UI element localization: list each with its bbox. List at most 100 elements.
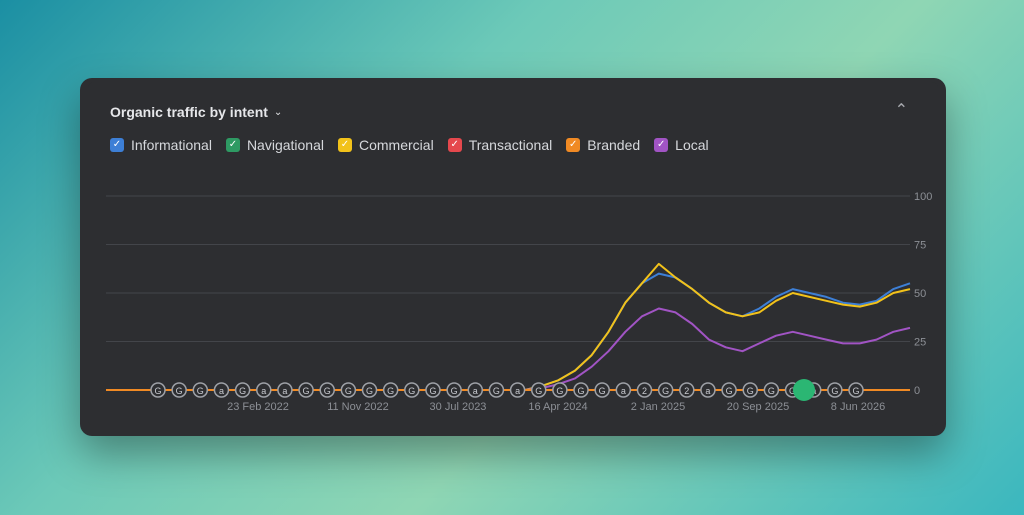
annotation-label: a [621, 386, 626, 396]
selected-annotation-marker[interactable] [793, 379, 815, 401]
legend-item-branded[interactable]: ✓ Branded [566, 137, 640, 153]
y-tick-label: 50 [914, 288, 926, 300]
x-tick-label: 11 Nov 2022 [327, 401, 389, 413]
legend-label: Commercial [359, 137, 434, 153]
annotation-label: G [451, 386, 458, 396]
chart-title[interactable]: Organic traffic by intent [110, 104, 268, 120]
annotation-label: G [408, 386, 415, 396]
annotation-marker[interactable]: G [848, 382, 864, 398]
series-line-commercial [106, 262, 911, 391]
checkbox-checked-icon[interactable]: ✓ [447, 138, 462, 152]
annotation-label: G [303, 386, 310, 396]
annotation-label: a [261, 386, 266, 396]
annotation-label: G [387, 386, 394, 396]
annotation-marker[interactable]: G [552, 382, 568, 398]
annotation-label: G [768, 386, 775, 396]
annotation-marker[interactable]: G [340, 382, 357, 398]
annotation-marker[interactable]: G [234, 382, 251, 398]
annotation-label: G [429, 386, 436, 396]
checkbox-checked-icon[interactable]: ✓ [225, 138, 240, 152]
annotation-marker[interactable]: G [298, 382, 314, 398]
legend-item-informational[interactable]: ✓ Informational [110, 137, 212, 153]
series-line-local [106, 307, 911, 391]
annotation-label: a [705, 386, 710, 396]
annotation-marker[interactable]: a [277, 382, 293, 398]
annotation-label: G [852, 386, 859, 396]
checkbox-checked-icon[interactable]: ✓ [110, 138, 124, 152]
legend: ✓ Informational ✓ Navigational ✓ Commerc… [110, 137, 709, 153]
legend-label: Navigational [246, 137, 324, 153]
annotation-marker[interactable]: G [530, 382, 547, 398]
annotation-label: G [747, 386, 754, 396]
annotation-marker[interactable]: a [509, 382, 526, 398]
annotation-label: a [219, 386, 224, 396]
y-tick-label: 75 [914, 240, 926, 252]
annotation-marker[interactable]: G [361, 382, 378, 398]
annotation-label: G [662, 386, 669, 396]
legend-label: Local [675, 137, 709, 153]
annotation-marker[interactable]: G [594, 382, 610, 398]
chart-card: Organic traffic by intent ⌄ ⌃ ✓ Informat… [80, 78, 946, 436]
x-tick-label: 8 Jun 2026 [831, 401, 885, 413]
annotation-label: G [599, 386, 606, 396]
legend-label: Informational [131, 137, 212, 153]
annotation-marker[interactable]: G [425, 382, 441, 398]
annotation-marker[interactable]: 2 [636, 382, 653, 398]
checkbox-checked-icon[interactable]: ✓ [338, 138, 352, 152]
legend-item-transactional[interactable]: ✓ Transactional [447, 137, 553, 153]
x-tick-label: 20 Sep 2025 [727, 401, 789, 413]
annotation-label: 2 [684, 386, 689, 396]
annotation-marker[interactable]: G [404, 382, 420, 398]
annotation-marker[interactable]: G [763, 382, 780, 398]
annotation-marker[interactable]: a [700, 382, 716, 398]
annotation-marker[interactable]: G [827, 382, 843, 398]
annotation-marker[interactable]: G [721, 382, 737, 398]
annotation-label: a [473, 386, 478, 396]
chart-header[interactable]: Organic traffic by intent ⌄ [110, 104, 282, 120]
annotation-marker[interactable]: G [319, 382, 335, 398]
annotation-marker[interactable]: G [171, 382, 187, 398]
annotation-label: G [493, 386, 500, 396]
annotation-label: a [515, 386, 520, 396]
annotation-marker[interactable]: G [446, 382, 462, 398]
legend-label: Transactional [468, 137, 553, 153]
annotation-marker[interactable]: G [657, 382, 674, 398]
legend-item-navigational[interactable]: ✓ Navigational [225, 137, 324, 153]
chart-panel: Organic traffic by intent ⌄ ⌃ ✓ Informat… [88, 82, 938, 426]
annotation-label: G [324, 386, 331, 396]
y-tick-label: 100 [914, 191, 932, 203]
annotation-marker[interactable]: a [213, 382, 230, 398]
annotation-marker[interactable]: G [382, 382, 399, 398]
annotation-marker[interactable]: G [192, 382, 209, 398]
annotation-label: G [154, 386, 161, 396]
legend-item-commercial[interactable]: ✓ Commercial [338, 137, 434, 153]
y-tick-label: 25 [914, 337, 926, 349]
annotation-marker[interactable]: 2 [679, 382, 695, 398]
x-tick-label: 30 Jul 2023 [430, 401, 487, 413]
checkbox-checked-icon[interactable]: ✓ [566, 138, 581, 152]
chevron-down-icon[interactable]: ⌄ [273, 106, 283, 118]
annotation-marker[interactable]: G [573, 382, 589, 398]
collapse-chevron-up-icon[interactable]: ⌃ [894, 102, 908, 119]
x-tick-label: 16 Apr 2024 [528, 401, 587, 413]
annotation-label: G [197, 386, 204, 396]
legend-item-local[interactable]: ✓ Local [654, 137, 709, 153]
checkbox-checked-icon[interactable]: ✓ [654, 138, 669, 152]
annotation-label: G [239, 386, 246, 396]
annotation-marker[interactable]: a [467, 382, 484, 398]
y-tick-label: 0 [914, 385, 920, 397]
annotation-marker[interactable]: G [488, 382, 505, 398]
annotation-marker[interactable]: a [615, 382, 632, 398]
annotation-marker[interactable]: G [150, 382, 166, 398]
annotation-label: G [345, 386, 352, 396]
x-tick-label: 2 Jan 2025 [631, 401, 685, 413]
annotation-label: G [176, 386, 183, 396]
annotation-label: G [556, 386, 563, 396]
annotation-label: G [366, 386, 373, 396]
annotation-marker[interactable]: a [256, 382, 272, 398]
annotation-marker[interactable]: G [742, 382, 758, 398]
annotation-label: G [578, 386, 585, 396]
annotation-label: 2 [642, 386, 647, 396]
line-chart: 100 75 50 25 0 23 Feb 2022 11 Nov 2022 30 Jul 2… [106, 191, 932, 413]
legend-label: Branded [587, 137, 641, 153]
